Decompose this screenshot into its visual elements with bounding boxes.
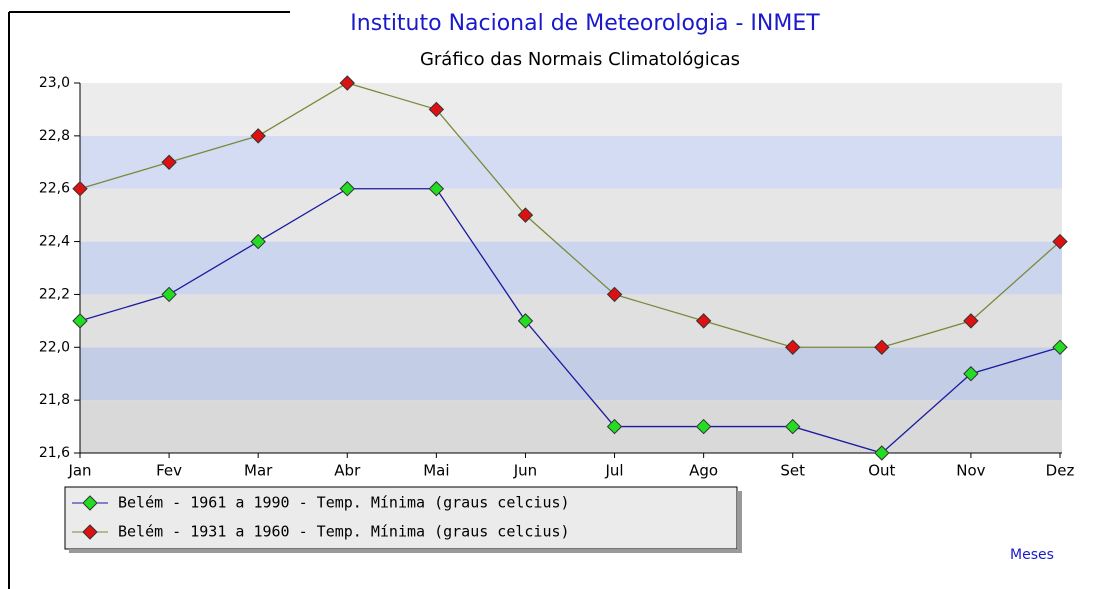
x-tick-label: Mar [244,462,273,480]
x-tick-label: Mai [423,462,449,480]
series-marker [785,418,801,435]
series-marker [72,313,88,329]
legend-marker [82,495,98,511]
series-marker [695,418,712,435]
x-tick-label: Jul [604,462,623,480]
series-marker [963,366,979,382]
series-marker [339,75,355,91]
x-tick-label: Jun [513,462,537,480]
series-marker [161,286,177,303]
legend [64,486,738,550]
x-tick-label: Ago [689,462,718,480]
series-marker [428,181,445,197]
x-tick-label: Nov [956,462,985,480]
x-tick-label: Abr [334,462,361,480]
y-tick-label: 22,6 [39,181,70,197]
x-axis-label: Meses [1010,547,1054,563]
band [80,294,1062,348]
series-marker [161,154,177,170]
band [80,241,1062,295]
y-tick-label: 22,0 [39,339,70,355]
plot-background [80,83,1062,453]
series-marker [963,313,979,329]
legend-shadow [69,549,742,553]
y-tick-label: 21,8 [39,392,70,408]
series-line [79,188,1061,454]
x-tick-label: Jan [67,462,91,480]
legend-shadow [737,491,742,553]
series-marker [72,181,88,197]
series-marker [250,233,266,250]
x-tick-label: Set [780,462,805,480]
y-tick-label: 22,4 [39,234,70,250]
series-marker [606,418,623,435]
band [80,400,1062,453]
band [80,347,1062,401]
legend-label: Belém - 1961 a 1990 - Temp. Mínima (grau… [118,494,570,512]
legend-marker [82,524,98,540]
x-tick-label: Out [868,462,895,480]
series-marker [1052,233,1068,250]
series-marker [874,445,890,461]
chart-title: Instituto Nacional de Meteorologia - INM… [350,11,820,36]
legend-label: Belém - 1931 a 1960 - Temp. Mínima (grau… [118,523,570,541]
series-marker [428,101,445,118]
band [80,83,1062,136]
chart-subtitle: Gráfico das Normais Climatológicas [420,49,740,70]
x-tick-label: Dez [1046,462,1075,480]
band [80,135,1062,189]
x-tick-label: Fev [156,462,182,480]
series-marker [606,286,623,303]
band [80,188,1062,242]
series-marker [785,339,801,355]
series-marker [874,339,890,355]
series-marker [339,181,355,197]
y-tick-label: 21,6 [39,445,70,461]
series-marker [250,128,266,144]
y-tick-label: 23,0 [39,75,70,91]
series-marker [695,313,712,329]
series-marker [1052,339,1068,355]
series-marker [517,313,534,329]
y-tick-label: 22,8 [39,128,70,144]
series-marker [517,207,534,223]
y-tick-label: 22,2 [39,286,70,302]
series-line [79,82,1061,348]
